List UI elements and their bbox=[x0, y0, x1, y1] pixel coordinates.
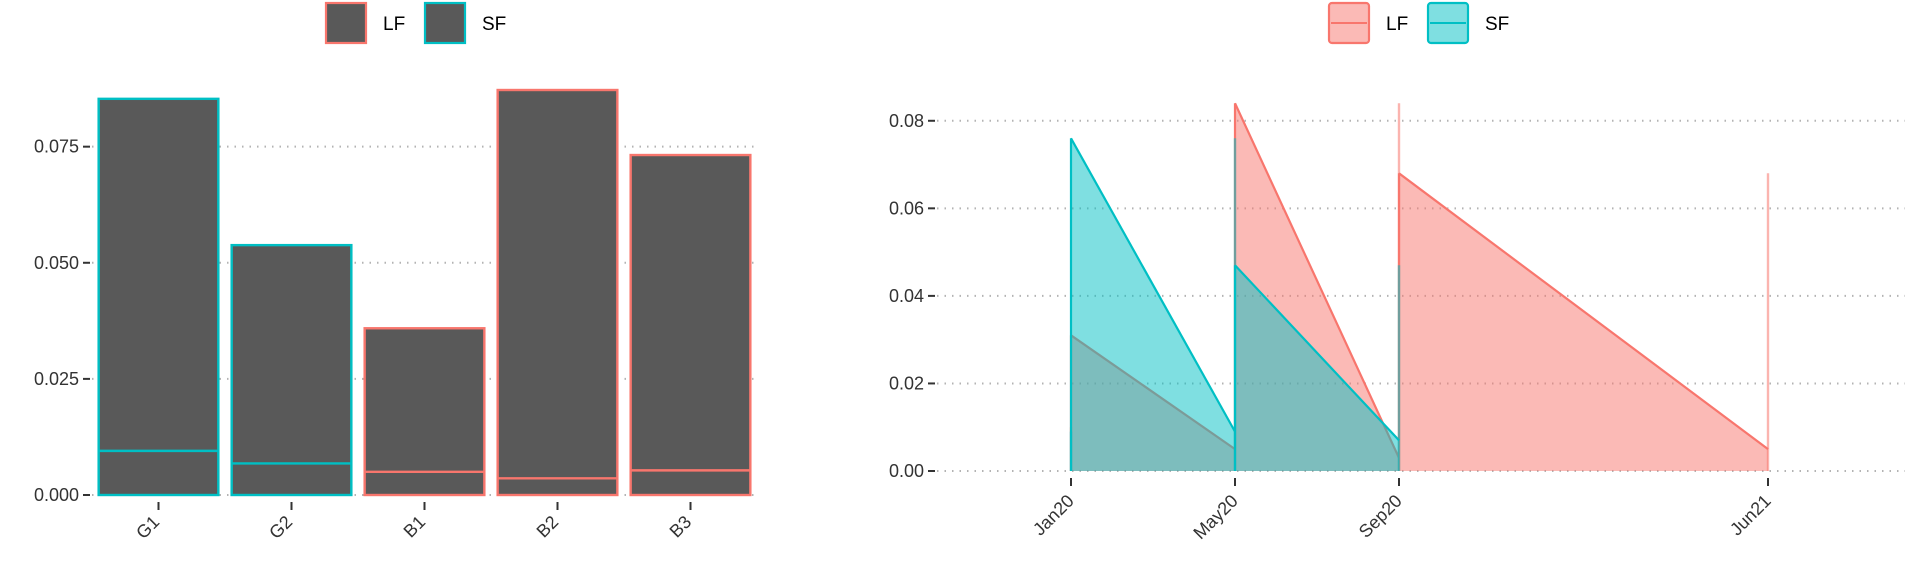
area-y-tick-label-0: 0.00 bbox=[889, 461, 924, 481]
area-legend-entry-sf: SF bbox=[1426, 1, 1509, 45]
area-fill-sf-1 bbox=[1235, 265, 1399, 471]
area-x-tick-label-1: May20 bbox=[1189, 491, 1241, 543]
area-y-tick-label-1: 0.02 bbox=[889, 373, 924, 393]
area-fill-sf-0 bbox=[1071, 138, 1235, 472]
area-chart-y-axis: 0.00 0.02 0.04 0.06 0.08 bbox=[889, 111, 935, 481]
bar-b1 bbox=[363, 327, 486, 497]
bar-x-tick-label-b3: B3 bbox=[666, 512, 696, 542]
bar-legend-entry-sf: SF bbox=[423, 1, 506, 45]
legend-label-sf: SF bbox=[482, 14, 506, 35]
bar-chart-bars bbox=[97, 88, 752, 497]
area-line-lf-1 bbox=[1234, 102, 1400, 459]
bar-y-tick-label-2: 0.050 bbox=[34, 253, 79, 273]
area-y-tick-label-2: 0.04 bbox=[889, 286, 924, 306]
area-legend-entry-lf: LF bbox=[1327, 1, 1408, 45]
bar-y-tick-label-0: 0.000 bbox=[34, 485, 79, 505]
area-fill-lf-2 bbox=[1399, 173, 1768, 472]
area-chart-panel: 0.00 0.02 0.04 0.06 0.08 Jan20 May20 Sep20 Jun2… bbox=[889, 1, 1905, 543]
bar-legend-entry-lf: LF bbox=[324, 1, 405, 45]
area-chart-x-axis: Jan20 May20 Sep20 Jun21 bbox=[1029, 478, 1775, 543]
legend-label-lf: LF bbox=[383, 14, 405, 35]
area-series-sf bbox=[1069, 137, 1401, 472]
bar-b2 bbox=[496, 88, 619, 497]
area-y-tick-label-3: 0.06 bbox=[889, 198, 924, 218]
legend-label-lf: LF bbox=[1386, 14, 1408, 35]
bar-g1 bbox=[97, 97, 220, 497]
bar-x-tick-label-b1: B1 bbox=[400, 512, 430, 542]
legend-key-sf bbox=[423, 1, 467, 45]
bar-g2 bbox=[230, 243, 353, 497]
bar-chart-legend: LF SF bbox=[324, 1, 506, 45]
bar-x-tick-label-b2: B2 bbox=[533, 512, 563, 542]
area-line-sf-1 bbox=[1234, 264, 1400, 442]
area-chart-areas bbox=[1069, 102, 1770, 472]
bar-x-tick-label-g1: G1 bbox=[132, 512, 163, 543]
legend-key-lf bbox=[324, 1, 368, 45]
bar-chart-y-axis: 0.000 0.025 0.050 0.075 bbox=[34, 137, 90, 505]
area-line-lf-2 bbox=[1398, 172, 1769, 450]
bar-b3 bbox=[629, 153, 752, 497]
legend-label-sf: SF bbox=[1485, 14, 1509, 35]
area-x-tick-label-2: Sep20 bbox=[1355, 491, 1406, 542]
bar-y-tick-label-3: 0.075 bbox=[34, 137, 79, 157]
bar-chart-x-axis: G1 G2 B1 B2 B3 bbox=[132, 502, 695, 543]
area-chart-legend: LF SF bbox=[1327, 1, 1509, 45]
area-line-sf-0 bbox=[1070, 137, 1236, 433]
bar-y-tick-label-1: 0.025 bbox=[34, 369, 79, 389]
area-x-tick-label-3: Jun21 bbox=[1726, 491, 1775, 540]
bar-x-tick-label-g2: G2 bbox=[265, 512, 296, 543]
area-y-tick-label-4: 0.08 bbox=[889, 111, 924, 131]
bar-chart-panel: 0.000 0.025 0.050 0.075 G1 G2 B1 B2 B3 LF SF bbox=[34, 1, 757, 543]
area-x-tick-label-0: Jan20 bbox=[1029, 491, 1078, 540]
